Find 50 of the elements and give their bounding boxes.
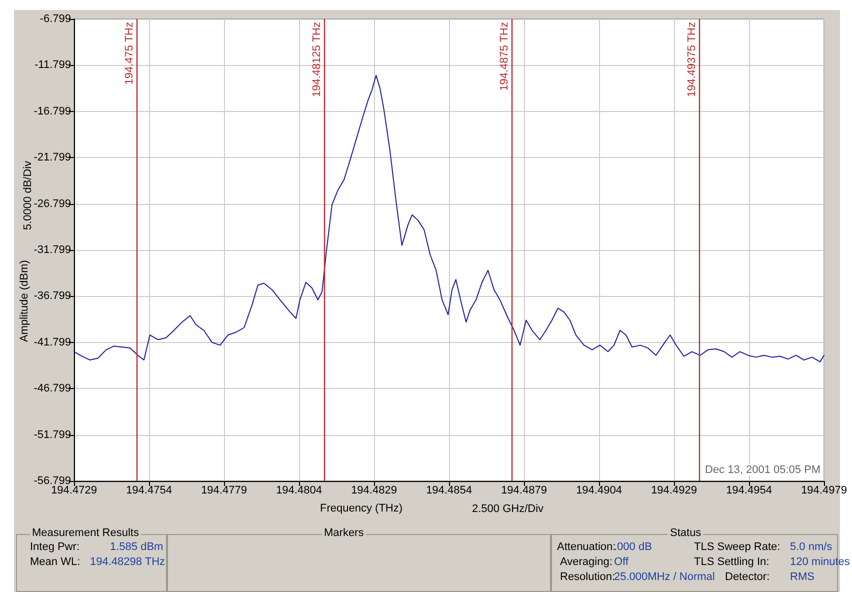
- y-tick-label: -51.799: [34, 428, 71, 441]
- text: TLS Sweep Rate:: [694, 541, 780, 553]
- x-tick-label: 194.4979: [801, 484, 847, 496]
- text: Off: [614, 556, 628, 568]
- text: Attenuation:: [557, 541, 616, 553]
- ref-line-label: 194.475 THz: [124, 22, 136, 85]
- text: 194.48298 THz: [90, 556, 166, 568]
- y-tick-label: -56.799: [34, 475, 71, 487]
- text: Resolution:: [560, 571, 616, 583]
- y-tick-label: -36.799: [34, 290, 71, 302]
- text: 2.500 GHz/Div: [472, 503, 544, 515]
- x-axis-title: Frequency (THz): [320, 502, 403, 514]
- x-tick-label: 194.4729: [51, 484, 97, 496]
- x-tick-label: 194.4929: [651, 484, 697, 496]
- x-tick-label: 194.4779: [201, 484, 247, 496]
- text: 120 minutes: [790, 556, 850, 568]
- y-tick-label: -16.799: [34, 105, 71, 118]
- text: .000 dB: [614, 541, 652, 553]
- text: 5.0000 dB/Div: [22, 160, 34, 230]
- y-tick-label: -21.799: [34, 152, 71, 164]
- y-tick-label: -11.799: [34, 59, 71, 72]
- x-tick-label: 194.4954: [726, 484, 772, 496]
- x-tick-label: 194.4854: [426, 484, 472, 496]
- x-tick-label: 194.4754: [126, 484, 172, 496]
- y-tick-label: -46.799: [34, 382, 71, 395]
- text: 25.000MHz / Normal: [614, 571, 715, 583]
- x-tick-label: 194.4904: [576, 484, 622, 496]
- y-tick-label: -31.799: [34, 244, 71, 256]
- y-tick-label: -41.799: [34, 336, 71, 348]
- text: TLS Settling In:: [694, 556, 770, 568]
- text: Detector:: [725, 571, 770, 583]
- y-tick-label: -6.799: [40, 13, 71, 25]
- text: 1.585 dBm: [110, 541, 164, 553]
- ref-line-label: 194.4875 THz: [498, 22, 510, 91]
- annotation: Dec 13, 2001 05:05 PM: [703, 464, 823, 476]
- text: Averaging:: [560, 556, 612, 568]
- text: Mean WL:: [30, 556, 80, 568]
- x-tick-label: 194.4879: [501, 484, 547, 496]
- text: RMS: [790, 571, 814, 583]
- x-tick-label: 194.4804: [276, 484, 322, 496]
- text: Integ Pwr:: [30, 541, 80, 553]
- text: 5.0 nm/s: [790, 541, 832, 553]
- y-tick-label: -26.799: [34, 198, 71, 210]
- ref-line-label: 194.49375 THz: [686, 22, 698, 98]
- text: Markers: [322, 527, 366, 539]
- text: Status: [668, 527, 704, 539]
- y-axis-title: Amplitude (dBm): [18, 260, 30, 342]
- text: Measurement Results: [30, 527, 141, 539]
- x-tick-label: 194.4829: [351, 484, 397, 496]
- ref-line-label: 194.48125 THz: [311, 22, 323, 98]
